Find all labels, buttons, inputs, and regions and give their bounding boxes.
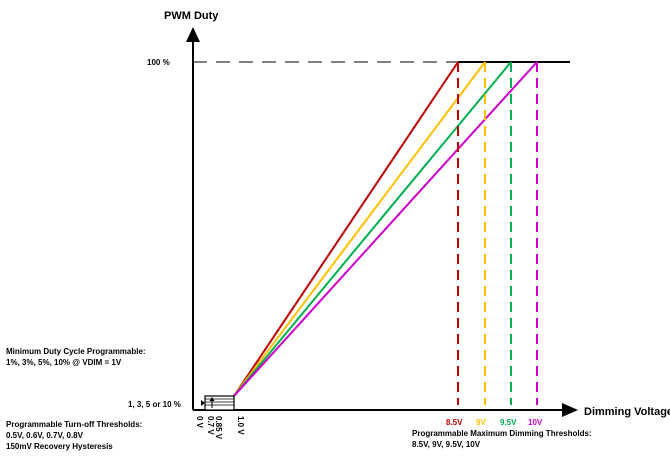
turnoff-note-line1: Programmable Turn-off Thresholds: — [6, 420, 142, 429]
ramp-9v — [233, 61, 486, 397]
max-threshold-note-line1: Programmable Maximum Dimming Thresholds: — [412, 429, 592, 438]
turnoff-arrow-up — [209, 397, 215, 401]
threshold-label-10v: 10V — [528, 418, 543, 427]
threshold-label-8-5v: 8.5V — [446, 418, 463, 427]
ramp-8-5v — [233, 61, 459, 397]
tick-0-85v: 0.85 V — [214, 416, 223, 440]
x-axis-title: Dimming Voltage — [584, 406, 670, 418]
ramp-9-5v — [233, 61, 512, 397]
min-levels-label: 1, 3, 5 or 10 % — [128, 400, 181, 409]
turnoff-arrow-down — [201, 400, 205, 406]
max-threshold-note-line2: 8.5V, 9V, 9.5V, 10V — [412, 440, 481, 449]
threshold-label-9-5v: 9.5V — [500, 418, 517, 427]
ramp-10v — [233, 61, 538, 397]
tick-0v: 0 V — [195, 416, 204, 429]
full-scale-label: 100 % — [147, 58, 170, 67]
min-duty-box — [204, 395, 235, 411]
x-axis-arrow — [562, 403, 578, 417]
threshold-label-9v: 9V — [476, 418, 486, 427]
y-axis-title: PWM Duty — [164, 10, 219, 22]
tick-0-7v: 0.7 V — [206, 416, 215, 435]
y-axis-arrow — [186, 27, 200, 42]
turnoff-note-line2: 0.5V, 0.6V, 0.7V, 0.8V — [6, 431, 84, 440]
min-duty-note-line2: 1%, 3%, 5%, 10% @ VDIM = 1V — [6, 358, 122, 367]
turnoff-note-line3: 150mV Recovery Hysteresis — [6, 442, 113, 451]
min-duty-note-line1: Minimum Duty Cycle Programmable: — [6, 347, 146, 356]
tick-1v: 1.0 V — [236, 416, 245, 435]
